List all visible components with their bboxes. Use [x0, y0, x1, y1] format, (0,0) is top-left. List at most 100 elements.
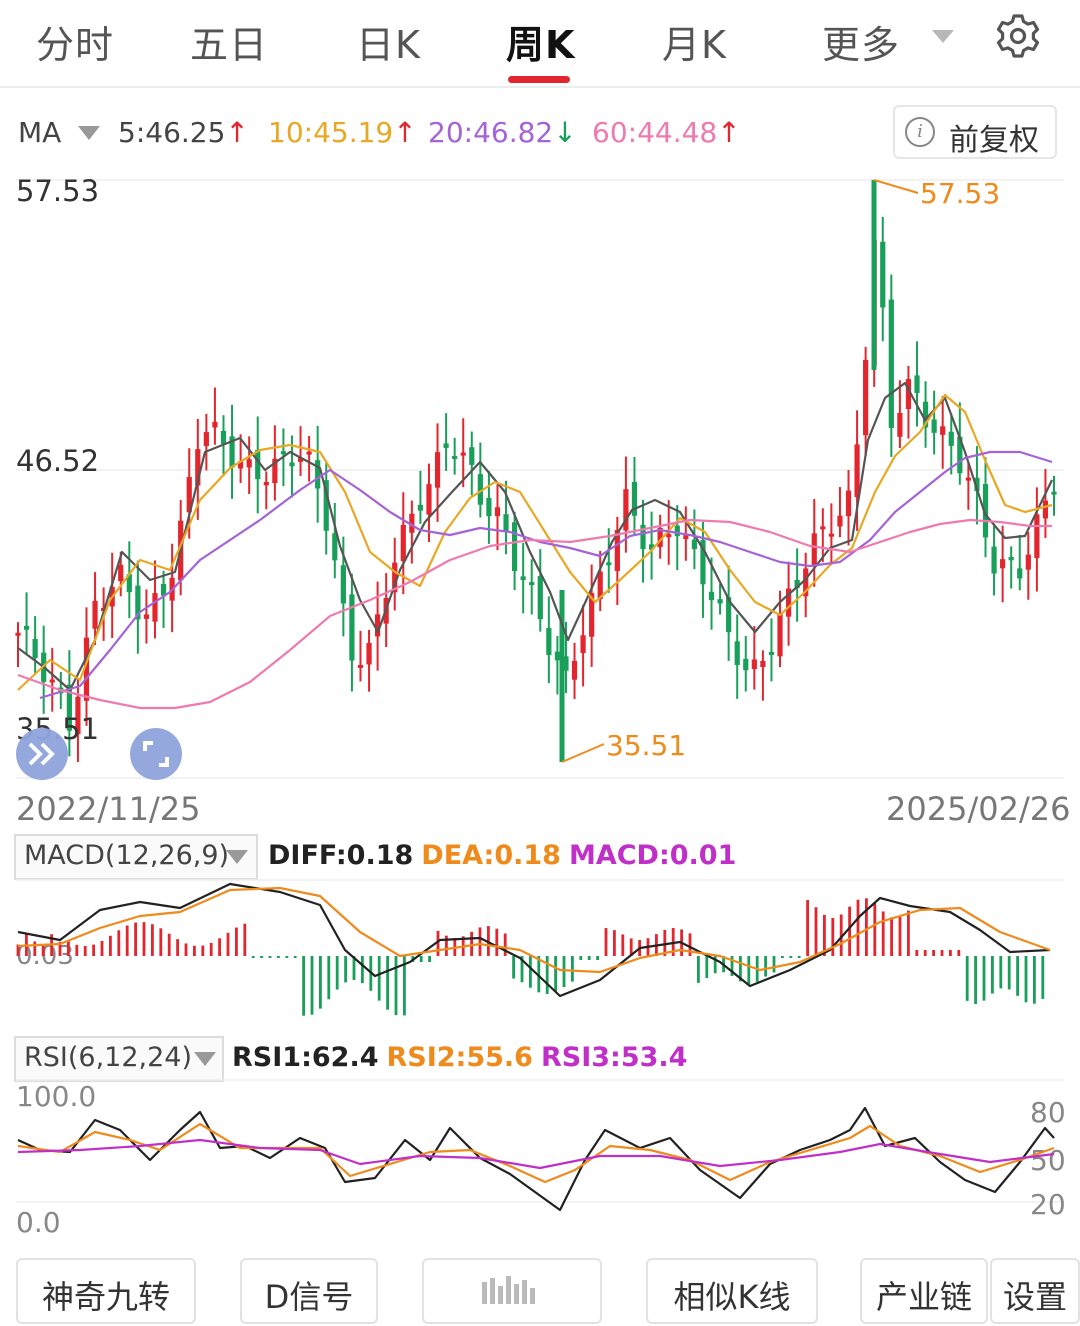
macd-bar	[571, 956, 574, 982]
macd-bar	[100, 940, 104, 956]
candle-body	[828, 533, 834, 537]
candle-body	[785, 588, 792, 617]
candle-body	[366, 643, 372, 665]
low-marker-line	[561, 743, 605, 763]
ma60-line	[17, 518, 1052, 710]
candle-body	[726, 597, 732, 633]
macd-bar	[159, 928, 163, 956]
similar-k-button[interactable]: 相似K线	[646, 1258, 818, 1324]
macd-bar	[445, 935, 448, 956]
expand-button[interactable]	[16, 728, 68, 780]
macd-selector[interactable]: MACD(12,26,9)	[14, 834, 258, 880]
macd-bar	[268, 956, 272, 958]
macd-bar	[67, 941, 70, 956]
candle-body	[280, 451, 287, 455]
info-icon: i	[905, 117, 935, 147]
tab-daily-k[interactable]: 日K	[356, 23, 421, 67]
macd-bar	[251, 956, 255, 958]
candle-body	[434, 452, 441, 488]
d-signal-button[interactable]: D信号	[240, 1258, 378, 1324]
candle-body	[212, 421, 218, 428]
candle-body	[349, 594, 355, 661]
macd-bar	[688, 933, 692, 956]
candle-body	[837, 515, 843, 527]
macd-bar	[713, 956, 717, 974]
rsi2-line	[17, 1122, 1055, 1184]
macd-bar	[428, 956, 431, 962]
macd-bar	[193, 945, 196, 956]
ma-lines-group	[17, 381, 1053, 710]
ma10-value: 10:45.19↑	[268, 116, 417, 149]
candlestick-chart[interactable]: 57.53 35.51	[0, 170, 1080, 785]
macd-bar	[83, 945, 87, 956]
tab-monthly-k[interactable]: 月K	[662, 23, 727, 67]
macd-bar	[898, 916, 902, 956]
candle-body	[940, 426, 946, 435]
gear-icon[interactable]	[994, 12, 1042, 60]
macd-bar	[915, 950, 919, 956]
candle-body	[511, 522, 518, 572]
rsi2-value: RSI2:55.6	[386, 1042, 533, 1073]
macd-bar	[470, 931, 473, 956]
end-date-label: 2025/02/26	[886, 790, 1071, 828]
ma10-line	[17, 393, 1053, 691]
macd-bar	[697, 956, 700, 983]
tab-weekly-k[interactable]: 周K	[506, 23, 576, 67]
macd-bar	[965, 956, 969, 1001]
tab-more[interactable]: 更多	[822, 23, 901, 67]
ma-label[interactable]: MA	[18, 116, 62, 149]
ma5-line	[17, 381, 1053, 692]
macd-bar	[705, 956, 709, 979]
rsi-top-label: 100.0	[16, 1080, 96, 1113]
macd-chart[interactable]: 0.03	[0, 878, 1080, 1033]
candle-body	[708, 591, 715, 601]
candle-body	[460, 452, 466, 456]
macd-bar	[58, 941, 62, 956]
macd-bar	[629, 938, 633, 956]
candle-body	[306, 451, 312, 455]
candle-body	[220, 430, 227, 444]
indicator-button[interactable]	[422, 1258, 602, 1324]
macd-bar	[747, 956, 751, 984]
macd-bar	[991, 956, 994, 994]
chevron-down-icon[interactable]	[932, 30, 954, 43]
macd-bar	[512, 956, 515, 979]
candle-body	[640, 524, 646, 550]
tab-intraday[interactable]: 分时	[36, 23, 115, 67]
candle-body	[520, 576, 526, 580]
candle-body	[580, 635, 586, 654]
macd-bar	[839, 914, 843, 956]
candle-body	[991, 546, 997, 574]
settings-button[interactable]: 设置	[990, 1258, 1080, 1324]
macd-bar	[117, 930, 121, 956]
candle-body	[32, 638, 38, 658]
macd-bar	[226, 932, 230, 956]
candle-body	[674, 525, 680, 537]
tab-five-day[interactable]: 五日	[190, 23, 269, 67]
high-marker-label: 57.53	[920, 177, 1000, 210]
rsi1-value: RSI1:62.4	[232, 1042, 379, 1073]
fullscreen-button[interactable]	[130, 728, 182, 780]
candle-body	[1008, 556, 1014, 561]
macd-bars-group	[16, 898, 1045, 1016]
active-tab-indicator	[508, 76, 570, 83]
macd-bar	[856, 899, 860, 956]
magic-nine-button[interactable]: 神奇九转	[16, 1258, 196, 1324]
candle-body	[803, 568, 809, 597]
candle-body	[623, 489, 629, 531]
macd-bar	[1016, 956, 1019, 996]
candle-body	[289, 462, 295, 467]
candle-body	[948, 431, 954, 446]
industry-chain-button[interactable]: 产业链	[860, 1258, 988, 1324]
macd-bar	[319, 956, 322, 1009]
candle-body	[375, 614, 381, 637]
rsi-chart[interactable]: 100.0 0.0 80 50 20	[0, 1078, 1080, 1248]
candle-body	[417, 504, 424, 511]
ma-dropdown-icon[interactable]	[78, 126, 100, 140]
candle-body	[589, 593, 595, 637]
rsi-selector[interactable]: RSI(6,12,24)	[14, 1036, 224, 1082]
price-adjust-button[interactable]: i 前复权	[893, 105, 1057, 159]
macd-bar	[949, 950, 952, 956]
candle-body	[614, 529, 620, 571]
macd-bar	[503, 933, 507, 956]
